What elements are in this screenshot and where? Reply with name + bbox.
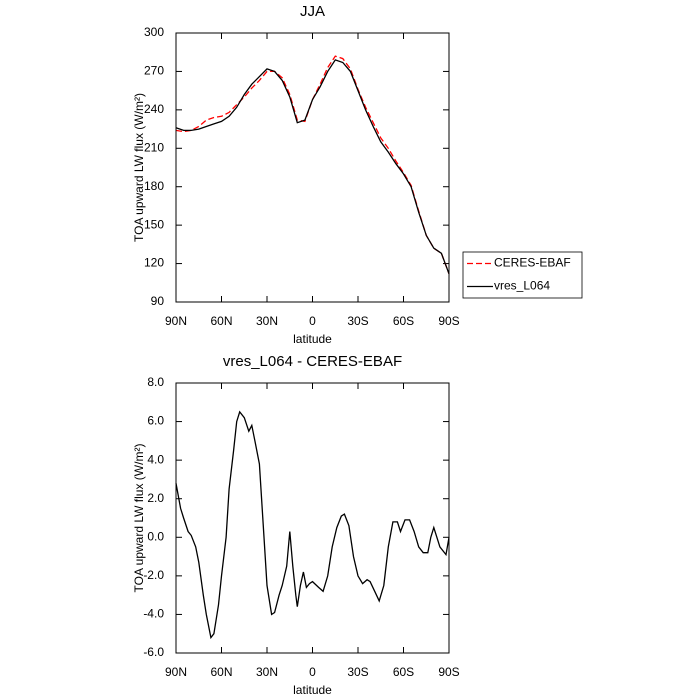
x-tick-label: 60S	[393, 665, 414, 679]
y-tick-label: 8.0	[147, 375, 164, 389]
x-tick-label: 90S	[438, 314, 459, 328]
x-tick-label: 90N	[165, 665, 187, 679]
y-axis-label: TOA upward LW flux (W/m²)	[132, 444, 146, 593]
data-line	[175, 410, 450, 640]
x-axis-label: latitude	[293, 332, 332, 346]
y-tick-label: 210	[144, 140, 164, 154]
legend-label: CERES-EBAF	[494, 256, 571, 270]
chart-title: JJA	[300, 3, 325, 20]
y-tick-label: 240	[144, 102, 164, 116]
x-tick-label: 30S	[347, 665, 368, 679]
legend-label: vres_L064	[494, 279, 550, 293]
x-tick-label: 30N	[256, 314, 278, 328]
x-tick-label: 30N	[256, 665, 278, 679]
y-tick-label: -2.0	[143, 568, 164, 582]
plot-frame	[175, 32, 450, 303]
x-tick-label: 0	[309, 314, 316, 328]
y-tick-label: 180	[144, 179, 164, 193]
data-line	[175, 55, 450, 275]
y-tick-label: 270	[144, 64, 164, 78]
x-tick-label: 90N	[165, 314, 187, 328]
y-tick-label: 0.0	[147, 529, 164, 543]
x-tick-label: 60N	[210, 665, 232, 679]
legend-box	[462, 251, 583, 299]
y-tick-label: 4.0	[147, 452, 164, 466]
y-tick-label: 6.0	[147, 414, 164, 428]
y-tick-label: 300	[144, 25, 164, 39]
x-tick-label: 30S	[347, 314, 368, 328]
x-axis-label: latitude	[293, 683, 332, 697]
chart-title: vres_L064 - CERES-EBAF	[223, 353, 402, 370]
data-line	[175, 59, 450, 275]
x-tick-label: 60S	[393, 314, 414, 328]
y-tick-label: 150	[144, 217, 164, 231]
x-tick-label: 60N	[210, 314, 232, 328]
y-tick-label: -4.0	[143, 607, 164, 621]
y-axis-label: TOA upward LW flux (W/m²)	[132, 93, 146, 242]
plot-frame	[175, 382, 450, 654]
y-tick-label: 90	[151, 294, 165, 308]
y-tick-label: 120	[144, 256, 164, 270]
y-tick-label: 2.0	[147, 491, 164, 505]
x-tick-label: 0	[309, 665, 316, 679]
x-tick-label: 90S	[438, 665, 459, 679]
y-tick-label: -6.0	[143, 645, 164, 659]
